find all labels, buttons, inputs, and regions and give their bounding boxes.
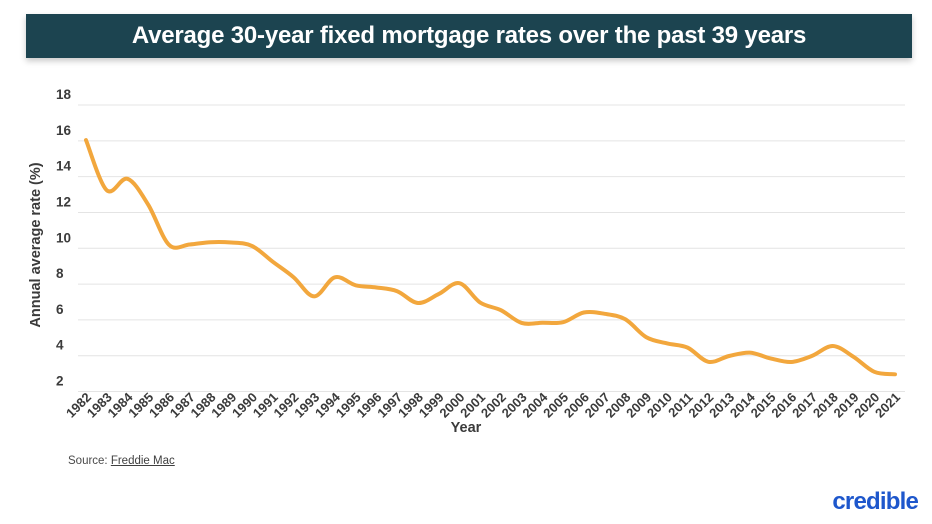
rate-line — [84, 138, 897, 377]
x-axis-title: Year — [450, 420, 482, 436]
chart-title-bar: Average 30-year fixed mortgage rates ove… — [26, 14, 912, 58]
y-tick-label: 6 — [56, 302, 64, 317]
y-tick-label: 2 — [56, 374, 64, 389]
y-tick-labels: 2 4 6 8 10 12 14 16 18 — [56, 87, 72, 389]
source-label: Source: — [68, 455, 111, 467]
series-line — [84, 138, 897, 377]
y-tick-label: 8 — [56, 266, 64, 281]
x-tick-label: 2021 — [872, 390, 903, 421]
credible-logo: credible — [832, 488, 918, 515]
y-axis-title: Annual average rate (%) — [28, 162, 44, 328]
page-title: Average 30-year fixed mortgage rates ove… — [131, 22, 807, 49]
y-tick-label: 16 — [56, 123, 72, 138]
y-tick-label: 4 — [56, 338, 64, 353]
y-tick-label: 10 — [56, 230, 71, 245]
y-tick-label: 18 — [56, 87, 72, 102]
gridlines — [78, 104, 905, 392]
y-tick-label: 12 — [56, 194, 71, 209]
y-tick-label: 14 — [56, 159, 72, 174]
x-tick-labels: 1982198319841985198619871988198919901991… — [63, 389, 903, 421]
source-link[interactable]: Freddie Mac — [110, 455, 175, 467]
source-attribution: Source: Freddie Mac — [68, 455, 175, 467]
